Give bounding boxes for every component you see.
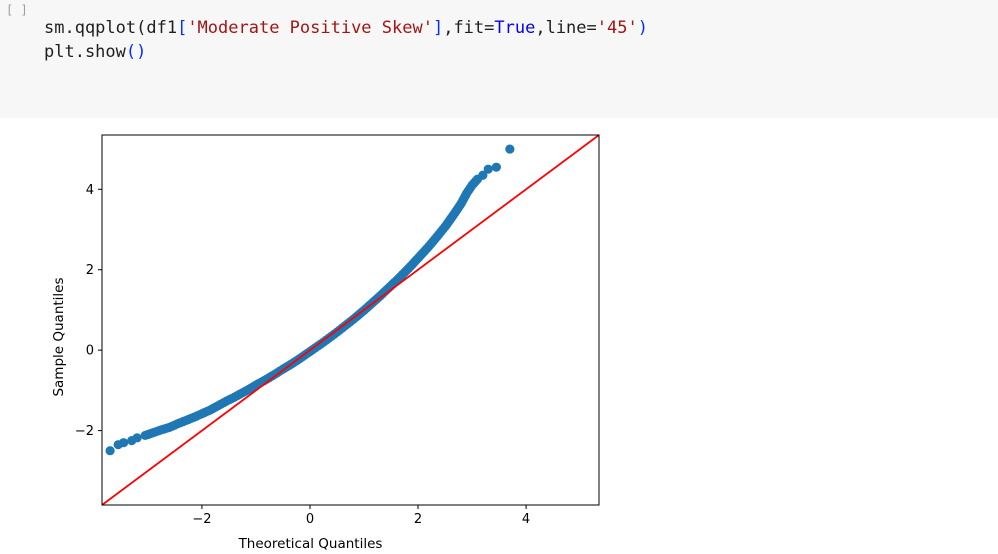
code-line: plt.show() (44, 40, 648, 64)
code-token-plain: ,fit= (443, 18, 495, 38)
data-point (105, 446, 115, 456)
y-tick-label: 2 (86, 263, 94, 278)
y-tick-label: 4 (86, 183, 94, 198)
code-token-plain: sm.qqplot(df1 (44, 18, 178, 38)
cell-execution-prompt[interactable]: [ ] (6, 3, 28, 17)
code-token-string: '45' (596, 18, 638, 38)
data-point (505, 144, 515, 154)
code-token-plain: plt.show (44, 42, 126, 62)
y-tick-label: 0 (86, 344, 94, 359)
code-token-bracket: ) (637, 18, 648, 38)
x-tick-label: 0 (306, 512, 314, 527)
code-editor[interactable]: sm.qqplot(df1['Moderate Positive Skew'],… (44, 16, 648, 64)
x-axis-label: Theoretical Quantiles (238, 536, 383, 552)
code-line: sm.qqplot(df1['Moderate Positive Skew'],… (44, 16, 648, 40)
qq-plot: −2 0 2 4 −2 0 2 4 Theoretical Quantiles Sample Qu… (51, 134, 600, 552)
code-token-string: 'Moderate Positive Skew' (187, 18, 433, 38)
cell-output: −2 0 2 4 −2 0 2 4 Theoretical Quantiles Sample Qu… (0, 118, 998, 554)
x-tick-label: 4 (522, 512, 530, 527)
code-cell[interactable]: [ ] sm.qqplot(df1['Moderate Positive Ske… (0, 0, 998, 118)
data-point (478, 170, 488, 180)
x-tick-label: −2 (192, 512, 211, 527)
plot-area (102, 135, 599, 505)
data-point (132, 433, 142, 443)
plot-frame (101, 134, 600, 506)
y-tick-label: −2 (75, 424, 94, 439)
code-token-keyword: True (494, 18, 536, 38)
code-token-bracket: [ (177, 18, 188, 38)
reference-line (102, 135, 599, 505)
data-point (483, 164, 493, 174)
data-point (491, 162, 501, 172)
code-token-bracket: () (125, 42, 147, 62)
x-tick-label: 2 (414, 512, 422, 527)
y-axis-label: Sample Quantiles (51, 277, 67, 396)
data-point (119, 438, 129, 448)
code-token-bracket: ] (432, 18, 444, 38)
code-token-plain: ,line= (535, 18, 597, 38)
